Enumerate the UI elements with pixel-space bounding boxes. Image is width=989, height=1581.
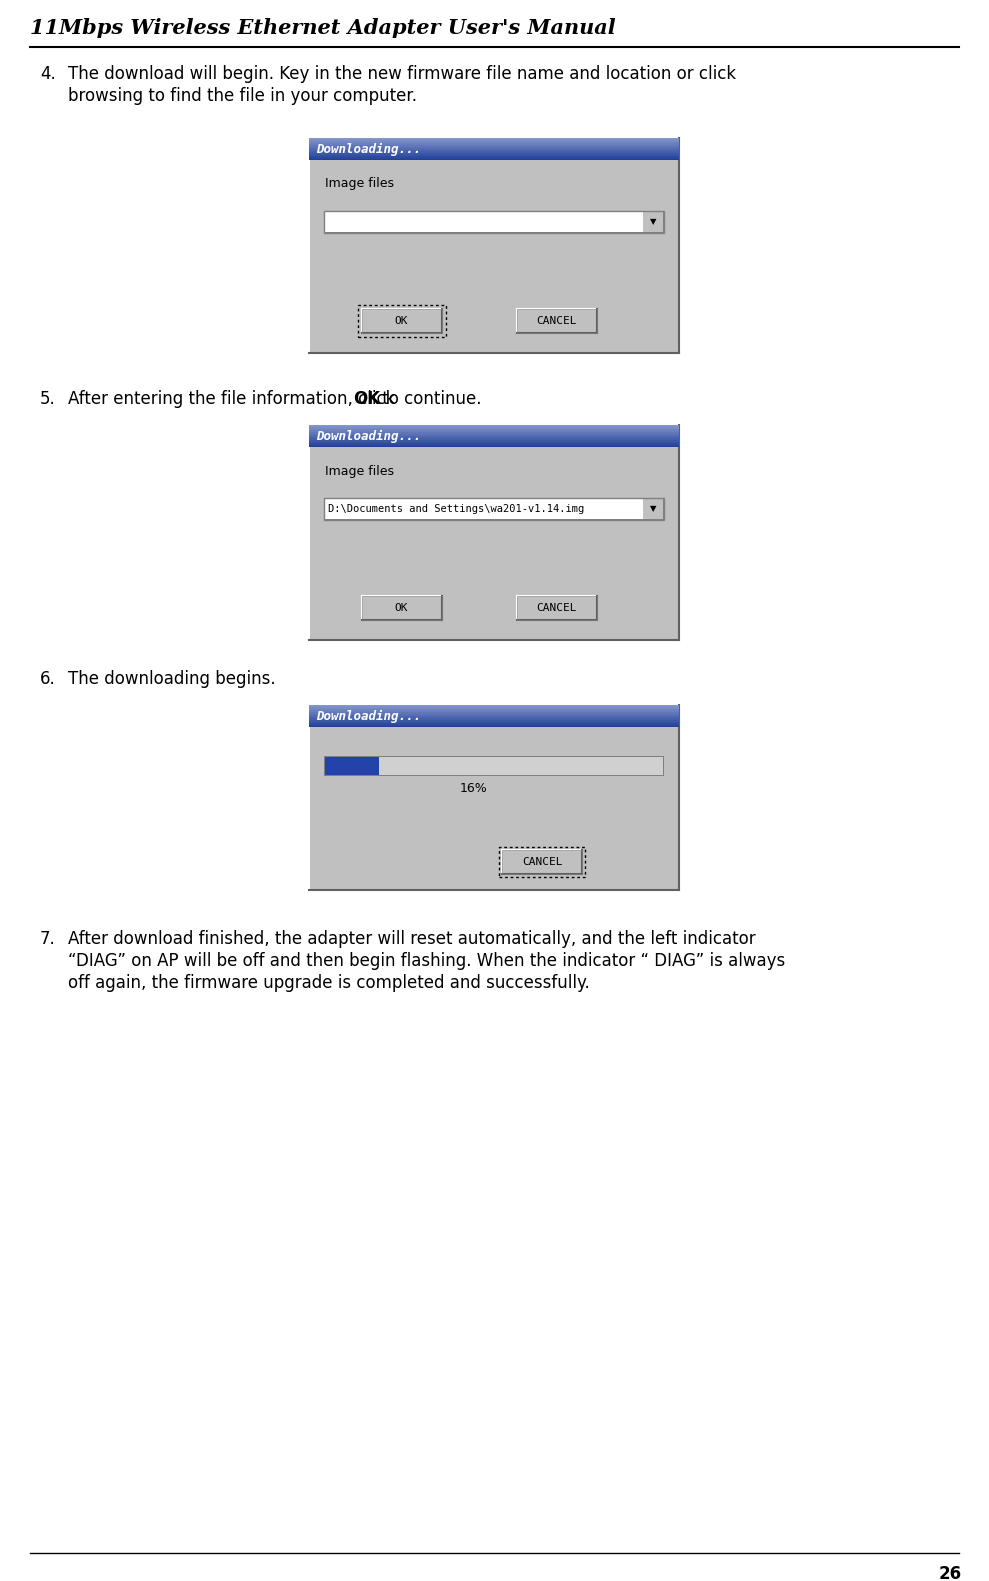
Text: 11Mbps Wireless Ethernet Adapter User's Manual: 11Mbps Wireless Ethernet Adapter User's … bbox=[30, 17, 615, 38]
Text: Downloading...: Downloading... bbox=[316, 142, 421, 155]
Text: Image files: Image files bbox=[325, 177, 394, 190]
Text: Downloading...: Downloading... bbox=[316, 710, 421, 723]
Bar bbox=[308, 704, 680, 892]
Text: After download finished, the adapter will reset automatically, and the left indi: After download finished, the adapter wil… bbox=[68, 930, 756, 949]
Bar bbox=[362, 596, 441, 620]
Bar bbox=[308, 138, 680, 354]
Bar bbox=[517, 596, 597, 620]
Bar bbox=[502, 851, 583, 874]
Text: CANCEL: CANCEL bbox=[537, 602, 578, 613]
Text: ▼: ▼ bbox=[650, 504, 657, 514]
Bar bbox=[324, 756, 664, 776]
Bar bbox=[309, 138, 679, 353]
Bar bbox=[325, 500, 643, 519]
Text: CANCEL: CANCEL bbox=[537, 316, 578, 326]
Text: D:\Documents and Settings\wa201-v1.14.img: D:\Documents and Settings\wa201-v1.14.im… bbox=[328, 504, 584, 514]
Bar bbox=[324, 498, 664, 520]
Bar bbox=[325, 757, 379, 775]
Bar bbox=[362, 308, 441, 334]
Text: The download will begin. Key in the new firmware file name and location or click: The download will begin. Key in the new … bbox=[68, 65, 736, 82]
Text: The downloading begins.: The downloading begins. bbox=[68, 670, 276, 688]
Bar bbox=[517, 308, 597, 334]
Text: OK: OK bbox=[395, 316, 408, 326]
Text: 6.: 6. bbox=[40, 670, 55, 688]
Bar bbox=[325, 212, 643, 232]
Text: to continue.: to continue. bbox=[377, 391, 482, 408]
Bar bbox=[517, 596, 597, 620]
Bar bbox=[502, 851, 583, 874]
Text: Image files: Image files bbox=[325, 465, 394, 477]
Bar bbox=[309, 425, 679, 640]
Bar bbox=[362, 596, 441, 620]
Bar bbox=[499, 847, 585, 877]
Text: 16%: 16% bbox=[460, 783, 488, 795]
Bar bbox=[324, 498, 664, 520]
Text: 26: 26 bbox=[939, 1565, 961, 1581]
Text: browsing to find the file in your computer.: browsing to find the file in your comput… bbox=[68, 87, 417, 104]
Bar bbox=[308, 424, 680, 640]
Bar bbox=[517, 308, 597, 334]
Text: 4.: 4. bbox=[40, 65, 55, 82]
Bar bbox=[643, 500, 663, 519]
Text: ▼: ▼ bbox=[650, 218, 657, 226]
Bar bbox=[309, 705, 679, 890]
Text: OK: OK bbox=[395, 602, 408, 613]
Bar bbox=[324, 210, 664, 232]
Bar bbox=[357, 305, 445, 337]
Bar bbox=[324, 210, 664, 232]
Text: Downloading...: Downloading... bbox=[316, 430, 421, 443]
Text: After entering the file information, click: After entering the file information, cli… bbox=[68, 391, 401, 408]
Text: 7.: 7. bbox=[40, 930, 55, 949]
Bar bbox=[643, 212, 663, 232]
Text: CANCEL: CANCEL bbox=[522, 857, 563, 866]
Text: 5.: 5. bbox=[40, 391, 55, 408]
Bar bbox=[362, 308, 441, 334]
Bar bbox=[325, 757, 663, 775]
Text: OK: OK bbox=[353, 391, 380, 408]
Text: off again, the firmware upgrade is completed and successfully.: off again, the firmware upgrade is compl… bbox=[68, 974, 589, 991]
Text: “DIAG” on AP will be off and then begin flashing. When the indicator “ DIAG” is : “DIAG” on AP will be off and then begin … bbox=[68, 952, 785, 971]
